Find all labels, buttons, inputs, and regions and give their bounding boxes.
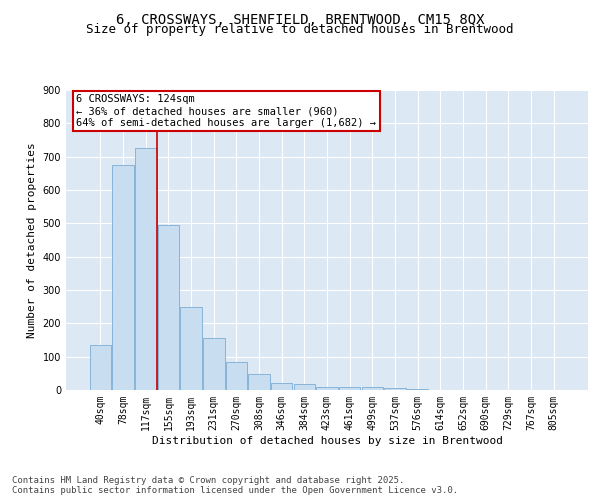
Bar [316, 386, 338, 390]
Bar [339, 388, 361, 390]
Bar [158, 225, 179, 390]
Bar [248, 374, 270, 390]
Bar [203, 338, 224, 390]
X-axis label: Distribution of detached houses by size in Brentwood: Distribution of detached houses by size … [151, 436, 503, 446]
Bar [293, 384, 315, 390]
Bar [112, 165, 134, 390]
Bar [181, 306, 202, 390]
Bar [384, 388, 406, 390]
Text: Size of property relative to detached houses in Brentwood: Size of property relative to detached ho… [86, 22, 514, 36]
Bar [271, 382, 292, 390]
Y-axis label: Number of detached properties: Number of detached properties [27, 142, 37, 338]
Bar [226, 362, 247, 390]
Text: 6, CROSSWAYS, SHENFIELD, BRENTWOOD, CM15 8QX: 6, CROSSWAYS, SHENFIELD, BRENTWOOD, CM15… [116, 12, 484, 26]
Text: 6 CROSSWAYS: 124sqm
← 36% of detached houses are smaller (960)
64% of semi-detac: 6 CROSSWAYS: 124sqm ← 36% of detached ho… [76, 94, 376, 128]
Bar [135, 148, 157, 390]
Bar [362, 388, 383, 390]
Text: Contains HM Land Registry data © Crown copyright and database right 2025.
Contai: Contains HM Land Registry data © Crown c… [12, 476, 458, 495]
Bar [90, 345, 111, 390]
